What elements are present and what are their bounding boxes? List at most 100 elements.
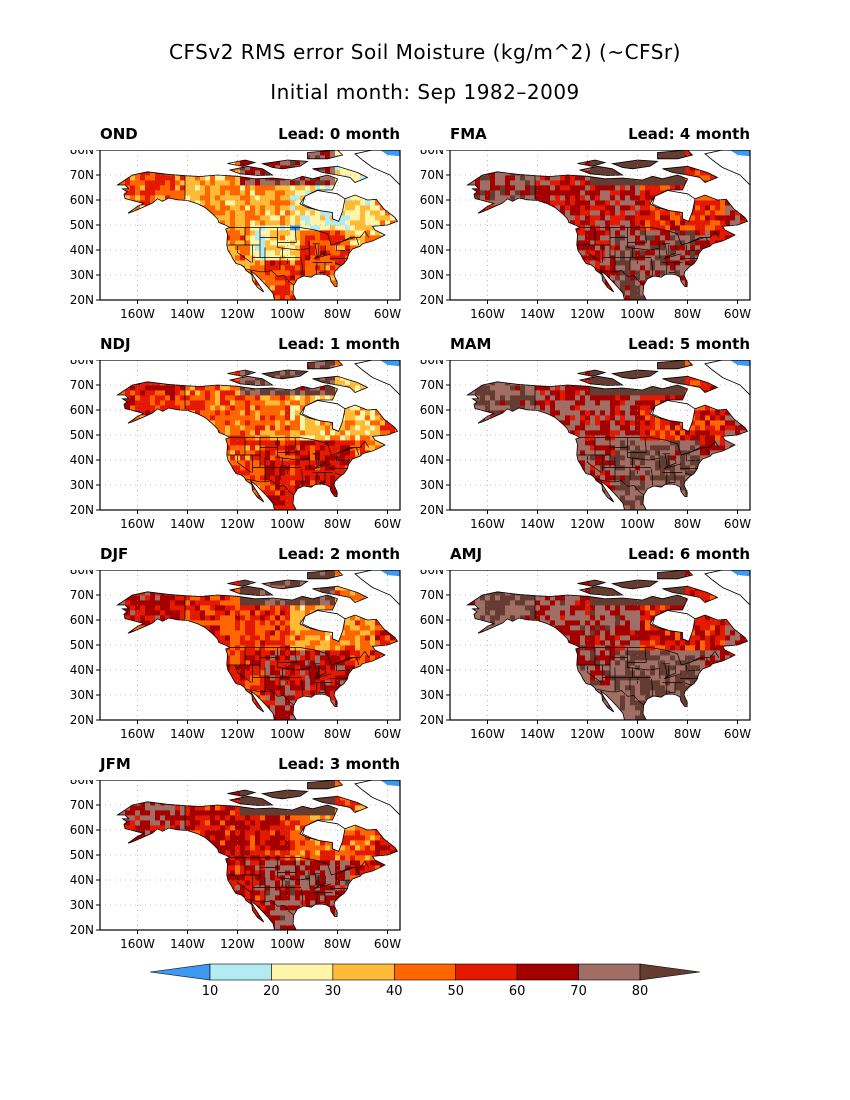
lat-tick-label: 60N [70,823,94,837]
colorbar-box [455,963,518,981]
lon-tick-label: 120W [570,727,605,741]
state-borders [184,175,370,286]
lat-tick-label: 80N [70,150,94,157]
colorbar-box [516,963,579,981]
lon-tick-label: 140W [520,517,555,531]
map-panel: MAM Lead: 5 month 80N 70N 60N 50N 40N 30N 20N 160… [390,335,760,535]
lat-tick-label: 80N [70,780,94,787]
lon-tick-label: 160W [120,517,155,531]
colorbar-svg: 10 20 30 40 50 60 70 80 [149,963,701,999]
lon-tick-label: 160W [120,937,155,951]
lat-tick-label: 40N [420,243,444,257]
lon-tick-label: 140W [520,307,555,321]
greenland-outline [354,780,400,816]
panel-season-label: MAM [450,335,492,353]
greenland-outline [354,150,400,186]
lon-tick-label: 140W [170,727,205,741]
lon-tick-label: 80W [324,937,351,951]
lon-tick-label: 120W [220,517,255,531]
lat-tick-label: 70N [70,798,94,812]
lon-tick-label: 160W [120,727,155,741]
lon-tick-label: 60W [724,517,751,531]
greenland-outline [704,360,750,396]
colorbar-label: 10 [202,984,219,999]
lat-tick-label: 50N [420,428,444,442]
lat-tick-label: 50N [70,638,94,652]
greenland-cell [380,780,400,787]
state-borders [184,385,370,496]
panel-season-label: NDJ [100,335,131,353]
lat-tick-label: 30N [420,268,444,282]
state-borders [534,385,720,496]
coastline [466,360,749,510]
greenland-cell [380,360,400,367]
lat-tick-label: 20N [70,503,94,517]
lat-tick-label: 80N [70,360,94,367]
lat-tick-label: 20N [70,293,94,307]
panel-lead-label: Lead: 5 month [628,335,750,353]
lon-tick-label: 60W [374,937,401,951]
map-panel: AMJ Lead: 6 month 80N 70N 60N 50N 40N 30N 20N 160… [390,545,760,745]
gridlines [450,570,750,720]
lon-tick-label: 120W [220,727,255,741]
lat-tick-label: 40N [70,453,94,467]
lon-tick-label: 100W [270,307,305,321]
lon-tick-label: 160W [470,727,505,741]
lat-tick-label: 70N [70,378,94,392]
map-panel: FMA Lead: 4 month 80N 70N 60N 50N 40N 30N 20N 160… [390,125,760,325]
lon-tick-label: 80W [674,307,701,321]
lat-tick-label: 70N [420,588,444,602]
lat-tick-label: 20N [420,713,444,727]
colorbar-label: 40 [386,984,403,999]
panel-lead-label: Lead: 3 month [278,755,400,773]
colorbar-box [271,963,334,981]
greenland-outline [704,570,750,606]
map-panel: JFM Lead: 3 month 80N 70N 60N 50N 40N 30N 20N 160… [40,755,410,955]
panel-lead-label: Lead: 0 month [278,125,400,143]
map-svg: 80N 70N 60N 50N 40N 30N 20N 160W 140W 120W 100W 80W… [70,360,401,531]
panel-season-label: FMA [450,125,487,143]
lon-tick-label: 120W [570,517,605,531]
lon-tick-label: 80W [324,727,351,741]
lat-tick-label: 70N [420,378,444,392]
coastline [116,780,399,930]
lon-tick-label: 80W [674,727,701,741]
panel-lead-label: Lead: 1 month [278,335,400,353]
greenland-cell [380,150,400,157]
map-title: CFSv2 RMS error Soil Moisture (kg/m^2) (… [169,40,681,64]
lon-tick-label: 60W [724,727,751,741]
lat-tick-label: 50N [70,848,94,862]
lon-tick-label: 100W [620,727,655,741]
lat-tick-label: 50N [70,218,94,232]
colorbar-right-arrow [639,963,701,981]
map-svg: 80N 70N 60N 50N 40N 30N 20N 160W 140W 120W 100W 80W… [420,570,751,741]
lon-tick-label: 140W [520,727,555,741]
map-panel: OND Lead: 0 month 80N 70N 60N 50N 40N 30N 20N 160… [40,125,410,325]
greenland-cell [730,570,750,577]
lon-tick-label: 100W [620,307,655,321]
colorbar-label: 70 [570,984,587,999]
colorbar-label: 20 [263,984,280,999]
lat-tick-label: 40N [70,663,94,677]
lat-tick-label: 80N [420,360,444,367]
lat-tick-label: 80N [420,150,444,157]
map-panel: DJF Lead: 2 month 80N 70N 60N 50N 40N 30N 20N 160… [40,545,410,745]
lat-tick-label: 60N [70,613,94,627]
panel-season-label: AMJ [450,545,483,563]
coastline [466,150,749,300]
colorbar-box [393,963,457,981]
lat-tick-label: 80N [420,570,444,577]
lon-tick-label: 120W [220,937,255,951]
gridlines [100,780,400,930]
lon-tick-label: 140W [170,307,205,321]
greenland-outline [704,150,750,186]
panel-lead-label: Lead: 6 month [628,545,750,563]
lat-tick-label: 80N [70,570,94,577]
lon-tick-label: 160W [120,307,155,321]
lat-tick-label: 60N [420,613,444,627]
colorbar-label: 30 [325,984,342,999]
lat-tick-label: 70N [70,168,94,182]
map-panel: NDJ Lead: 1 month 80N 70N 60N 50N 40N 30N 20N 160… [40,335,410,535]
lon-tick-label: 100W [270,517,305,531]
panel-season-label: DJF [100,545,129,563]
